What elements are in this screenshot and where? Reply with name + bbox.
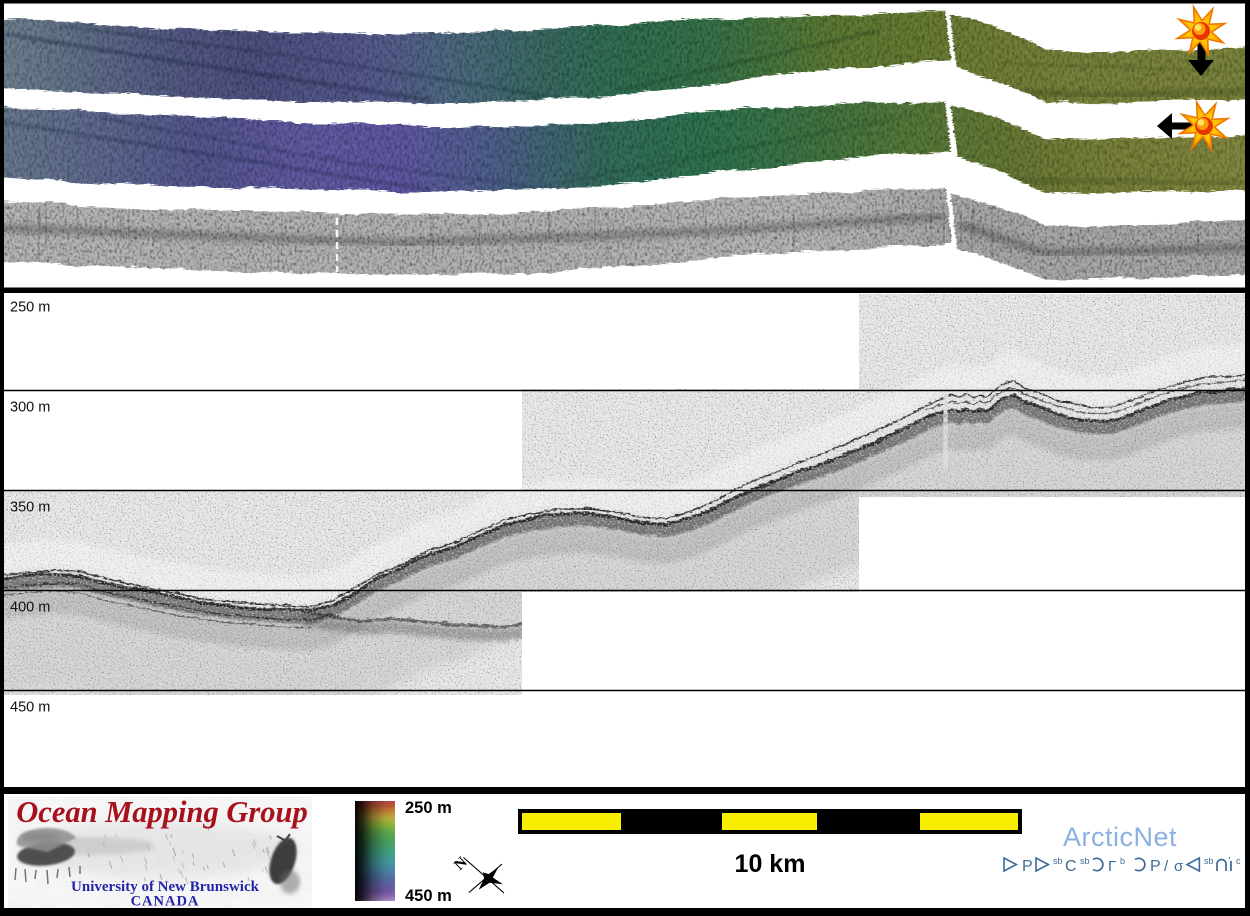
svg-text:sb: sb — [1053, 856, 1063, 866]
svg-text:250 m: 250 m — [405, 799, 452, 817]
svg-text:P: P — [1022, 858, 1033, 875]
svg-text:Ocean Mapping Group: Ocean Mapping Group — [16, 795, 307, 829]
svg-text:400 m: 400 m — [10, 600, 50, 616]
svg-text:ArcticNet: ArcticNet — [1063, 822, 1177, 852]
svg-text:/: / — [1164, 858, 1169, 875]
svg-text:CANADA: CANADA — [131, 894, 200, 910]
svg-text:350 m: 350 m — [10, 500, 50, 516]
svg-text:c: c — [1236, 856, 1241, 866]
svg-text:450 m: 450 m — [10, 700, 50, 716]
svg-text:C: C — [1065, 858, 1077, 875]
svg-text:P: P — [1150, 858, 1161, 875]
svg-text:450 m: 450 m — [405, 887, 452, 905]
svg-text:sb: sb — [1204, 856, 1214, 866]
svg-text:Γ: Γ — [1108, 858, 1116, 875]
svg-text:sb: sb — [1080, 856, 1090, 866]
svg-text:b: b — [1120, 856, 1125, 866]
svg-text:300 m: 300 m — [10, 400, 50, 416]
svg-text:10 km: 10 km — [735, 850, 806, 878]
svg-text:250 m: 250 m — [10, 300, 50, 316]
svg-text:σ: σ — [1174, 858, 1184, 875]
svg-text:University of New Brunswick: University of New Brunswick — [71, 879, 260, 895]
